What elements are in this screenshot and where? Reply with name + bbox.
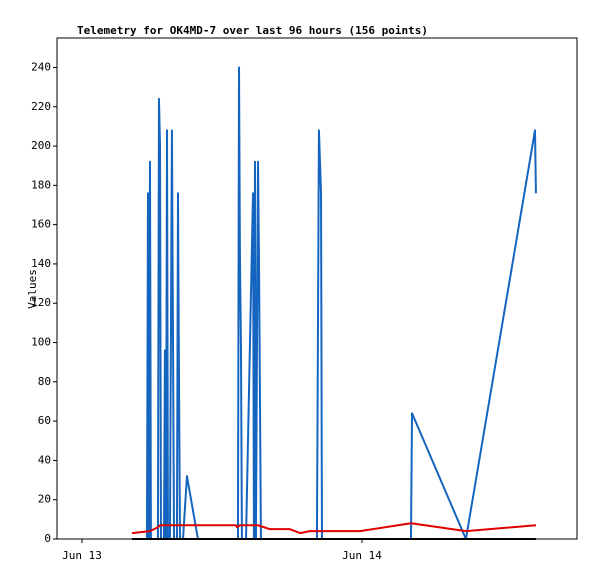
y-tick-label: 20 [38,493,51,506]
y-tick-label: 220 [31,100,51,113]
x-tick-label: Jun 13 [62,549,102,562]
x-tick-label: Jun 14 [342,549,382,562]
y-tick-label: 180 [31,178,51,191]
y-tick-label: 80 [38,375,51,388]
y-tick-label: 100 [31,336,51,349]
y-tick-label: 0 [44,532,51,545]
series-line [131,522,537,535]
y-tick-label: 60 [38,414,51,427]
y-tick-label: 120 [31,296,51,309]
series-line [145,66,537,540]
chart-title: Telemetry for OK4MD-7 over last 96 hours… [77,24,428,37]
y-tick-label: 200 [31,139,51,152]
y-axis-label: Values [26,269,39,309]
y-tick-label: 140 [31,257,51,270]
y-tick-label: 160 [31,218,51,231]
y-tick-label: 40 [38,453,51,466]
y-tick-label: 240 [31,60,51,73]
